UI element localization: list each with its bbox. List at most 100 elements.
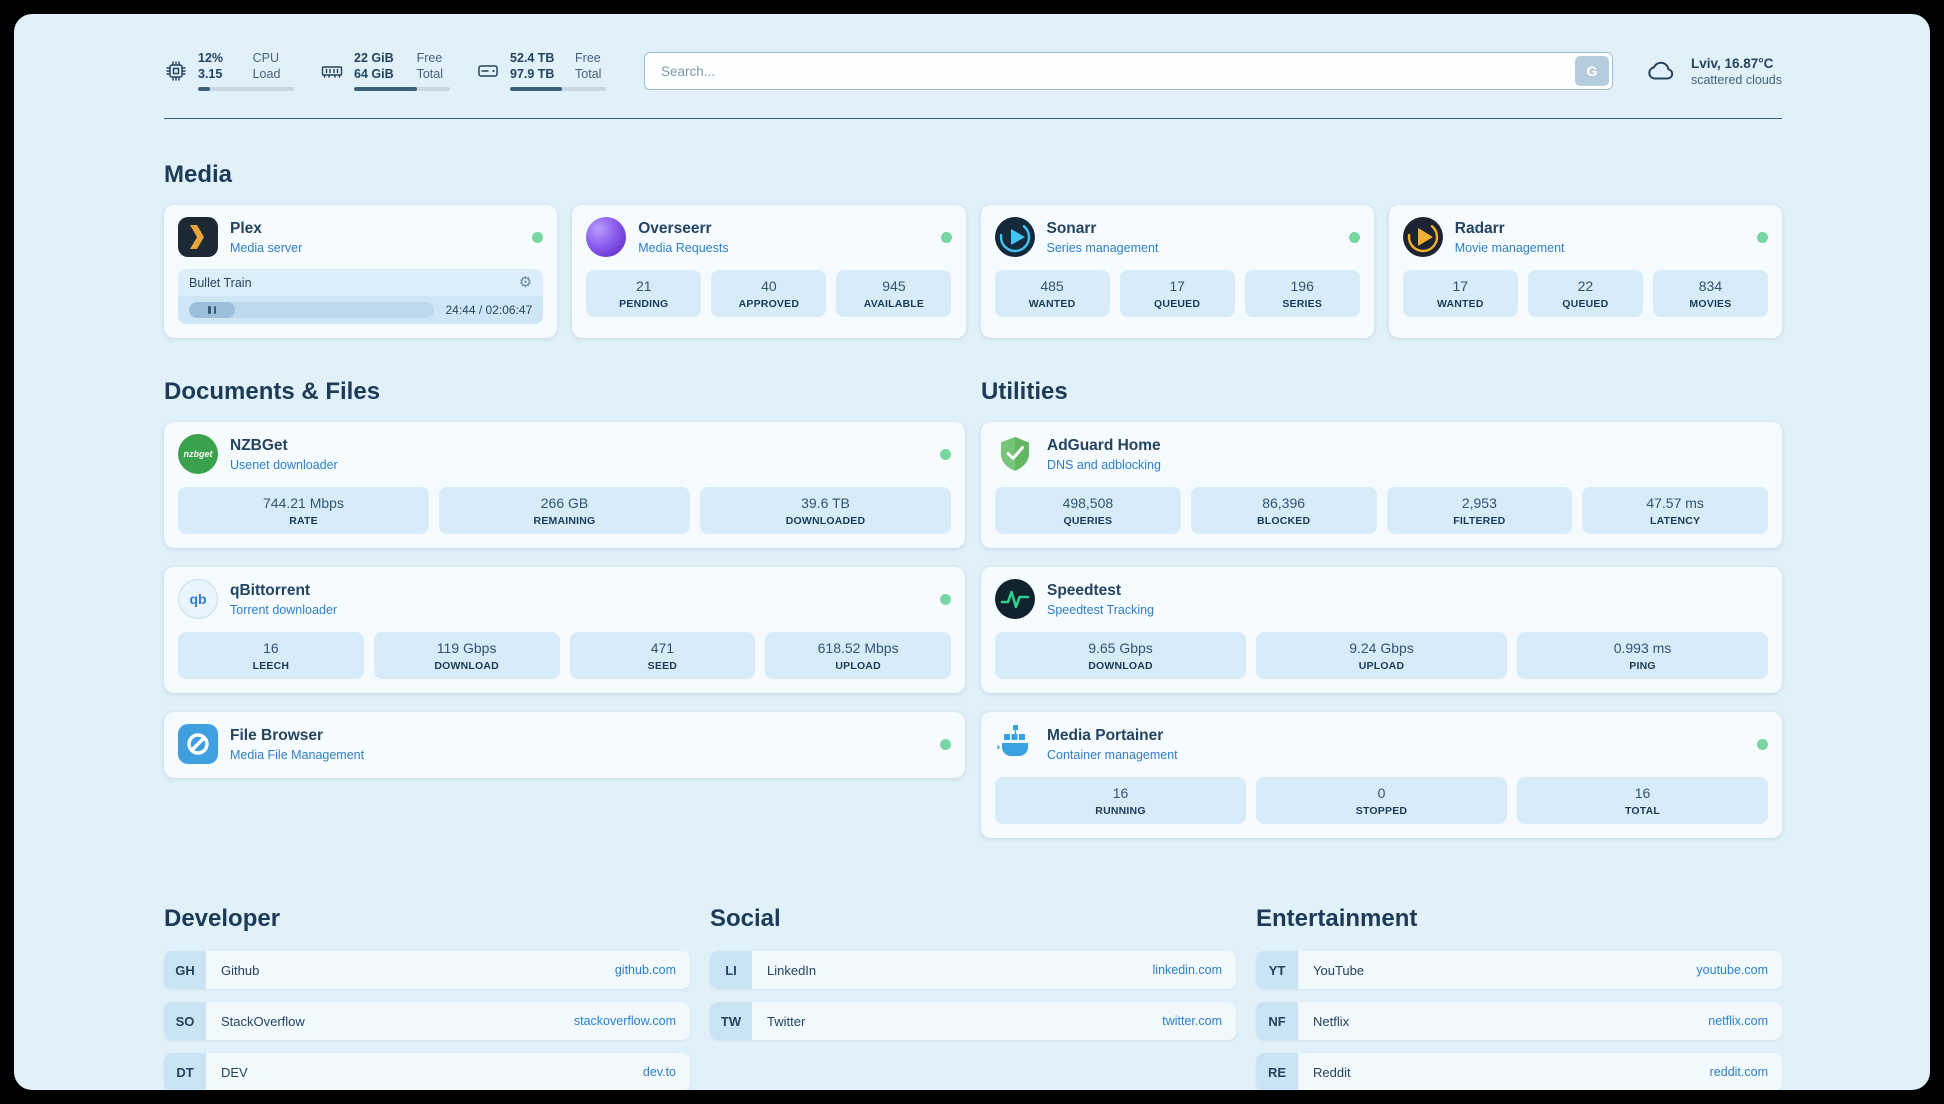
stat-box: 471 SEED: [569, 632, 756, 679]
app-subtitle: Usenet downloader: [230, 457, 338, 472]
stat-box: 39.6 TB DOWNLOADED: [700, 487, 951, 534]
ram-free-label: Free: [416, 50, 443, 65]
bookmark-name: Twitter: [767, 1013, 806, 1029]
stat-value: 485: [1040, 278, 1064, 294]
stat-label: QUEUED: [1562, 298, 1609, 310]
stat-value: 0.993 ms: [1613, 640, 1672, 656]
status-dot-online: [940, 593, 951, 605]
now-playing-title: Bullet Train: [189, 275, 252, 290]
plex-card[interactable]: Plex Media server Bullet Train ⚙: [164, 205, 558, 338]
stat-label: UPLOAD: [1358, 660, 1405, 672]
stat-value: 9.24 Gbps: [1349, 640, 1414, 656]
bookmark-twitter[interactable]: TW Twitter twitter.com: [710, 1002, 1236, 1040]
stat-value: 498,508: [1062, 495, 1114, 511]
filebrowser-card[interactable]: File Browser Media File Management: [164, 712, 965, 778]
stat-box: 119 Gbps DOWNLOAD: [373, 632, 560, 679]
bookmark-abbr: RE: [1256, 1053, 1298, 1090]
bookmark-youtube[interactable]: YT YouTube youtube.com: [1256, 951, 1782, 989]
adguard-card[interactable]: AdGuard Home DNS and adblocking 498,508 …: [981, 422, 1782, 548]
bookmark-url[interactable]: dev.to: [642, 1065, 676, 1079]
stat-box: 16 LEECH: [178, 632, 364, 679]
disk-free-label: Free: [575, 50, 601, 65]
bookmark-reddit[interactable]: RE Reddit reddit.com: [1256, 1053, 1782, 1090]
status-dot-online: [1757, 738, 1768, 750]
utilities-column: Utilities AdGuard Home DNS and adblockin…: [981, 378, 1782, 857]
stat-box: 834 MOVIES: [1652, 270, 1768, 317]
speedtest-card[interactable]: Speedtest Speedtest Tracking 9.65 Gbps D…: [981, 567, 1782, 693]
stat-box: 16 TOTAL: [1517, 777, 1768, 824]
bookmark-netflix[interactable]: NF Netflix netflix.com: [1256, 1002, 1782, 1040]
app-subtitle: DNS and adblocking: [1047, 457, 1161, 472]
app-name: Plex: [230, 219, 262, 237]
bookmark-url[interactable]: github.com: [614, 963, 676, 977]
search-input[interactable]: [644, 52, 1613, 90]
topbar-divider: [164, 118, 1782, 119]
app-subtitle: Torrent downloader: [230, 602, 338, 617]
bookmark-name: YouTube: [1313, 962, 1365, 978]
overseerr-card[interactable]: Overseerr Media Requests 21 PENDING 40 A…: [572, 205, 966, 338]
stat-box: 266 GB REMAINING: [439, 487, 690, 534]
hard-drive-icon: [476, 59, 500, 83]
pause-button[interactable]: [189, 302, 236, 318]
stat-box: 485 WANTED: [994, 270, 1110, 317]
stat-box: 86,396 BLOCKED: [1190, 487, 1377, 534]
bookmark-dev[interactable]: DT DEV dev.to: [164, 1053, 690, 1090]
stat-value: 744.21 Mbps: [263, 495, 344, 511]
bookmark-url[interactable]: netflix.com: [1708, 1014, 1768, 1028]
stat-value: 9.65 Gbps: [1088, 640, 1153, 656]
stat-box: 17 QUEUED: [1119, 270, 1235, 317]
sonarr-card[interactable]: Sonarr Series management 485 WANTED 17 Q…: [980, 205, 1374, 338]
qbittorrent-card[interactable]: qb qBittorrent Torrent downloader 16 LEE…: [164, 567, 965, 693]
dashboard-page: 12% CPU 3.15 Load 22 GiB Free 64: [14, 14, 1930, 1090]
bookmark-linkedin[interactable]: LI LinkedIn linkedin.com: [710, 951, 1236, 989]
stat-label: QUEUED: [1154, 298, 1201, 310]
bookmark-abbr: YT: [1256, 951, 1298, 989]
bookmark-url[interactable]: linkedin.com: [1152, 963, 1222, 977]
stat-label: LEECH: [252, 660, 290, 672]
bookmark-url[interactable]: twitter.com: [1162, 1014, 1222, 1028]
cpu-chip-icon: [164, 59, 188, 83]
settings-gear-icon[interactable]: ⚙: [518, 274, 533, 291]
bookmark-abbr: LI: [710, 951, 752, 989]
stat-value: 196: [1290, 278, 1314, 294]
stat-label: WANTED: [1436, 298, 1484, 310]
app-subtitle: Speedtest Tracking: [1047, 602, 1155, 617]
bookmark-url[interactable]: youtube.com: [1696, 963, 1768, 977]
section-title-developer: Developer: [164, 905, 281, 932]
stat-value: 119 Gbps: [436, 640, 497, 656]
cloud-icon: [1643, 56, 1679, 86]
stat-label: SERIES: [1282, 298, 1323, 310]
stat-box: 40 APPROVED: [711, 270, 827, 317]
stat-box: 945 AVAILABLE: [836, 270, 952, 317]
stat-label: REMAINING: [533, 515, 596, 527]
bookmark-name: DEV: [221, 1064, 248, 1080]
radarr-card[interactable]: Radarr Movie management 17 WANTED 22 QUE…: [1388, 205, 1782, 338]
google-search-button[interactable]: G: [1574, 56, 1609, 86]
disk-total-value: 97.9 TB: [510, 66, 555, 81]
playback-progress-track[interactable]: [189, 302, 434, 318]
bookmark-url[interactable]: stackoverflow.com: [573, 1014, 676, 1028]
bookmark-github[interactable]: GH Github github.com: [164, 951, 690, 989]
nzbget-icon: nzbget: [178, 434, 218, 474]
stat-label: STOPPED: [1355, 805, 1408, 817]
nzbget-card[interactable]: nzbget NZBGet Usenet downloader 744.21 M…: [164, 422, 965, 548]
app-subtitle: Series management: [1046, 240, 1159, 255]
bookmark-url[interactable]: reddit.com: [1709, 1065, 1768, 1079]
adguard-shield-icon: [995, 434, 1035, 474]
developer-bookmarks: Developer GH Github github.com SO StackO…: [164, 905, 690, 1090]
stat-value: 16: [1112, 785, 1129, 801]
stat-label: AVAILABLE: [863, 298, 925, 310]
stat-box: 22 QUEUED: [1527, 270, 1643, 317]
ram-total-value: 64 GiB: [354, 66, 394, 81]
stat-value: 47.57 ms: [1646, 495, 1704, 511]
portainer-card[interactable]: Media Portainer Container management 16 …: [981, 712, 1782, 838]
bookmark-stackoverflow[interactable]: SO StackOverflow stackoverflow.com: [164, 1002, 690, 1040]
stat-label: UPLOAD: [835, 660, 881, 672]
stat-value: 471: [650, 640, 675, 656]
stat-box: 196 SERIES: [1244, 270, 1360, 317]
stat-value: 17: [1452, 278, 1469, 294]
stat-value: 16: [263, 640, 279, 656]
cpu-load-value: 3.15: [198, 66, 223, 81]
status-dot-online: [532, 231, 544, 243]
app-name: Speedtest: [1047, 581, 1122, 599]
